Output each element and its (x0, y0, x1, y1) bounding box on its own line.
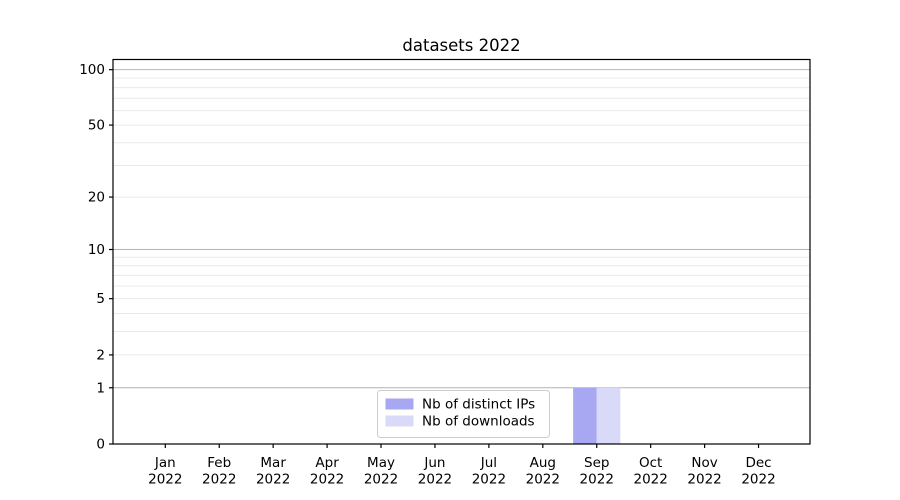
legend-box (377, 390, 550, 438)
x-tick-label-month: Jul (480, 455, 497, 471)
y-tick-label: 10 (88, 242, 105, 258)
y-tick-label: 0 (96, 437, 105, 453)
x-tick-label-year: 2022 (633, 472, 667, 488)
x-tick-label-year: 2022 (472, 472, 506, 488)
x-tick-label-year: 2022 (741, 472, 775, 488)
x-tick-label-month: Aug (530, 455, 556, 471)
y-tick-label: 20 (88, 190, 105, 206)
x-tick-label-month: Apr (315, 455, 339, 471)
x-tick-label-month: Oct (639, 455, 662, 471)
x-tick-label-year: 2022 (256, 472, 290, 488)
x-tick-label-year: 2022 (148, 472, 182, 488)
legend-label-0: Nb of distinct IPs (422, 397, 535, 413)
y-tick-label: 100 (79, 62, 105, 78)
x-tick-label-month: Feb (207, 455, 231, 471)
y-tick-label: 2 (96, 347, 105, 363)
x-tick-label-month: Mar (260, 455, 286, 471)
x-tick-label-year: 2022 (580, 472, 614, 488)
x-tick-label-year: 2022 (310, 472, 344, 488)
x-tick-label-year: 2022 (418, 472, 452, 488)
x-tick-label-year: 2022 (202, 472, 236, 488)
x-tick-label-year: 2022 (687, 472, 721, 488)
x-tick-label-month: Nov (691, 455, 717, 471)
chart-title: datasets 2022 (402, 36, 520, 55)
x-tick-label-year: 2022 (364, 472, 398, 488)
x-tick-label-year: 2022 (526, 472, 560, 488)
x-tick-label-month: Sep (584, 455, 609, 471)
y-tick-label: 5 (96, 291, 105, 307)
plot-border (112, 58, 811, 445)
y-tick-label: 1 (96, 380, 105, 396)
y-tick-label: 50 (88, 118, 105, 134)
legend-swatch-1 (385, 415, 414, 427)
x-tick-label-month: Dec (745, 455, 771, 471)
legend-swatch-0 (385, 398, 414, 410)
x-tick-label-month: Jun (423, 455, 445, 471)
bar-series-1 (596, 387, 621, 444)
x-tick-label-month: Jan (154, 455, 176, 471)
bar-series-0 (573, 387, 597, 444)
legend-label-1: Nb of downloads (422, 414, 535, 430)
x-tick-label-month: May (367, 455, 395, 471)
